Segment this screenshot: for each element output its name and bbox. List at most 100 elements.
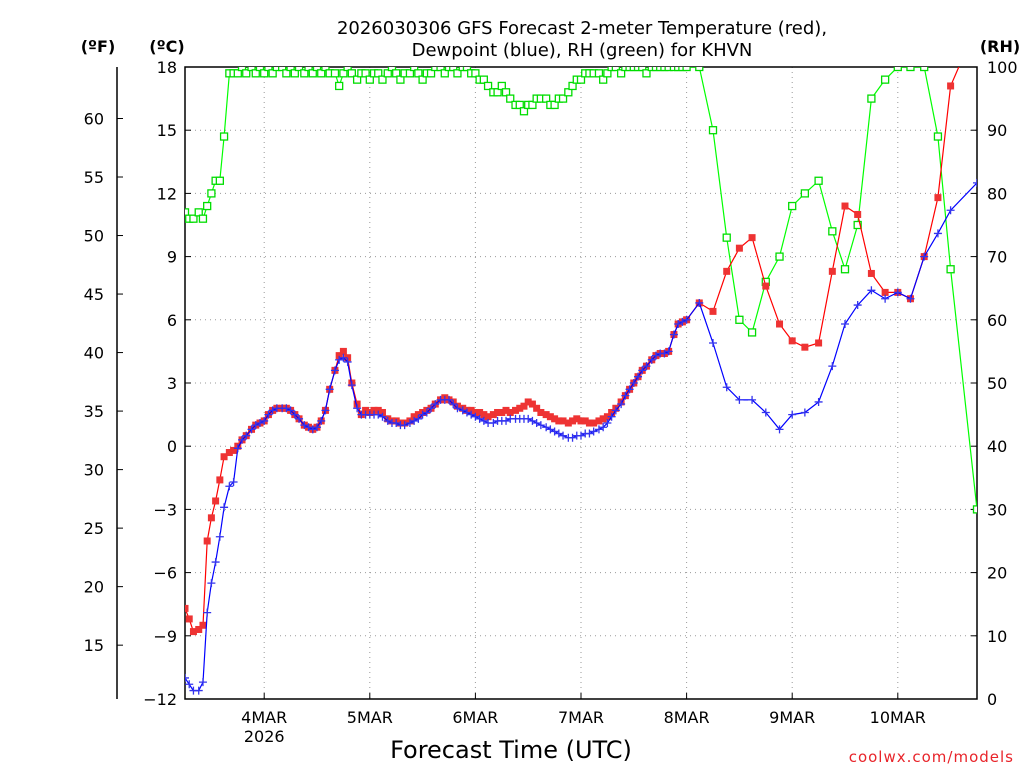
- rh-tick-label: 80: [987, 184, 1007, 203]
- dewpoint-point: [339, 353, 348, 362]
- rh-point: [471, 69, 480, 78]
- rh-point: [418, 75, 427, 84]
- temperature-point: [502, 406, 510, 414]
- fahrenheit-axis: 15 20 25 30 35 40 45 50 55 60: [84, 109, 123, 655]
- rh-point: [300, 69, 309, 78]
- temperature-point: [947, 82, 955, 90]
- celsius-tick-label: 12: [157, 184, 177, 203]
- temperature-point: [516, 404, 524, 412]
- rh-point: [853, 220, 862, 230]
- dewpoint-point: [638, 366, 647, 375]
- temperature-point: [185, 615, 193, 623]
- rh-point: [264, 67, 273, 72]
- fahrenheit-tick-label: 15: [84, 636, 104, 655]
- dewpoint-point: [260, 416, 269, 425]
- rh-point: [558, 94, 568, 103]
- temperature-point: [599, 415, 607, 423]
- rh-point: [374, 69, 383, 78]
- dewpoint-point: [532, 419, 541, 428]
- rh-point: [607, 67, 616, 72]
- rh-point: [629, 67, 638, 72]
- temperature-point: [934, 194, 942, 202]
- dewpoint-point: [524, 414, 533, 423]
- temperature-point: [528, 400, 536, 408]
- dewpoint-point: [674, 320, 683, 329]
- rh-point: [396, 75, 405, 84]
- temperature-point: [603, 413, 611, 421]
- rh-point: [194, 208, 203, 217]
- dewpoint-point: [313, 423, 321, 432]
- rh-point: [828, 227, 837, 236]
- rh-point: [660, 67, 669, 72]
- temperature-point: [480, 411, 488, 419]
- temperature-point: [216, 476, 224, 484]
- rh-point: [515, 100, 524, 110]
- dewpoint-point: [418, 410, 427, 419]
- rh-tick-label: 20: [987, 564, 1007, 583]
- rh-point: [616, 69, 626, 78]
- dewpoint-point: [290, 410, 299, 419]
- rh-point: [321, 67, 330, 72]
- rh-point: [651, 67, 661, 72]
- dewpoint-point: [330, 366, 339, 375]
- rh-tick-label: 60: [987, 311, 1007, 330]
- temperature-point: [471, 408, 479, 416]
- temperature-line: [185, 67, 960, 633]
- rh-tick-label: 30: [987, 500, 1007, 519]
- rh-point: [722, 233, 731, 242]
- temperature-point: [723, 267, 731, 275]
- temperature-point: [542, 411, 550, 419]
- temperature-point: [555, 417, 563, 425]
- dewpoint-point: [800, 408, 809, 417]
- rh-point: [203, 201, 212, 211]
- rh-point: [550, 100, 559, 110]
- rh-line: [185, 67, 977, 510]
- dewpoint-point: [629, 379, 638, 387]
- rh-point: [493, 88, 502, 97]
- temperature-point: [520, 402, 528, 410]
- dewpoint-point: [881, 294, 890, 303]
- temperature-point: [867, 269, 875, 277]
- rh-point: [440, 69, 449, 78]
- dewpoint-point: [542, 423, 551, 432]
- dewpoint-point: [198, 678, 207, 687]
- rh-point: [431, 67, 440, 72]
- rh-point: [893, 67, 902, 72]
- rh-point: [278, 67, 287, 72]
- rh-point: [867, 94, 876, 103]
- temperature-point: [378, 408, 386, 416]
- temperature-point: [564, 419, 572, 427]
- temperature-point: [185, 604, 189, 612]
- rh-point: [656, 67, 665, 72]
- rh-point: [664, 67, 673, 72]
- dewpoint-point: [268, 406, 277, 415]
- rh-point: [444, 67, 454, 72]
- rh-point: [642, 69, 651, 78]
- rh-point: [611, 67, 620, 72]
- temperature-point: [494, 408, 502, 416]
- dewpoint-point: [422, 408, 431, 417]
- temperature-point: [573, 415, 581, 423]
- dewpoint-point: [242, 431, 251, 440]
- dewpoint-point: [554, 429, 563, 438]
- dewpoint-point: [788, 410, 797, 419]
- temperature-point: [608, 408, 616, 416]
- dewpoint-point: [603, 419, 612, 428]
- rh-point: [735, 315, 744, 324]
- dewpoint-point: [220, 503, 229, 512]
- rh-point: [387, 67, 397, 72]
- celsius-tick-label: 18: [157, 58, 177, 77]
- temperature-point: [344, 354, 352, 362]
- rh-point: [674, 67, 683, 72]
- rh-tick-label: 40: [987, 437, 1007, 456]
- temperature-point: [195, 625, 203, 633]
- dewpoint-point: [295, 414, 304, 423]
- dewpoint-point: [238, 435, 247, 444]
- rh-point: [621, 67, 630, 72]
- temperature-point: [801, 343, 809, 351]
- rh-point: [599, 75, 608, 84]
- rh-point: [352, 75, 362, 84]
- fahrenheit-tick-label: 25: [84, 519, 104, 538]
- rh-point: [814, 176, 823, 185]
